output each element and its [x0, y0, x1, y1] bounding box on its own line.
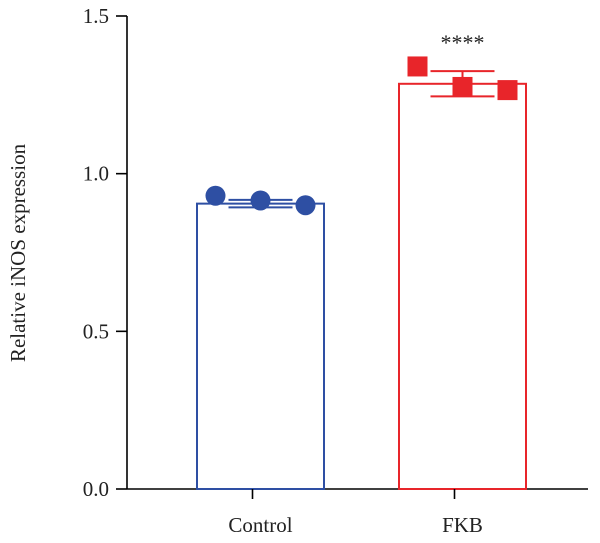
data-point-control: [205, 185, 226, 206]
y-tick-label: 0.0: [83, 477, 109, 501]
data-point-fkb: [407, 56, 428, 77]
y-ticks: 0.0 0.5 1.0 1.5: [83, 4, 127, 501]
data-points: [205, 56, 518, 216]
data-point-fkb: [497, 80, 518, 101]
data-point-control: [295, 195, 316, 216]
bars: ****: [196, 30, 527, 491]
data-point-control: [250, 190, 271, 211]
data-point-fkb: [452, 76, 473, 97]
significance-label: ****: [441, 30, 485, 55]
x-tick-label-fkb: FKB: [442, 513, 483, 537]
bar-fkb: [398, 82, 527, 491]
y-axis-label: Relative iNOS expression: [6, 143, 30, 362]
x-tick-labels: Control FKB: [228, 489, 483, 537]
y-tick-label: 1.5: [83, 4, 109, 28]
x-tick-label-control: Control: [228, 513, 292, 537]
y-tick-label: 0.5: [83, 319, 109, 343]
y-tick-label: 1.0: [83, 162, 109, 186]
bar-control: [196, 202, 325, 491]
